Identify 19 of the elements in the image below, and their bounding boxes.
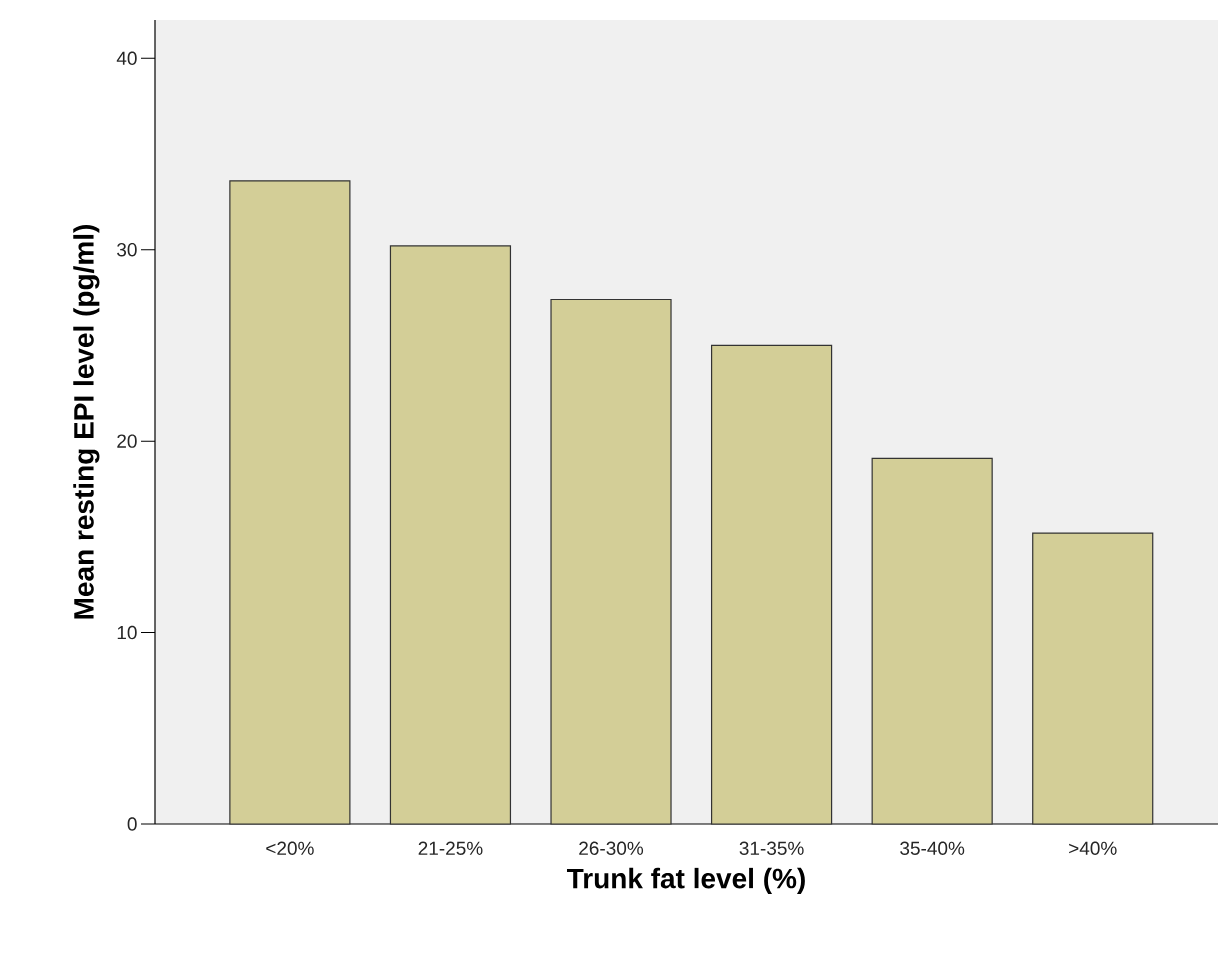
y-tick-label: 10 <box>117 625 137 640</box>
bar <box>1032 532 1154 825</box>
x-tick-label: 31-35% <box>739 841 804 855</box>
x-axis-title: Trunk fat level (%) <box>566 867 805 894</box>
bar <box>229 180 351 825</box>
x-tick-label: 26-30% <box>579 841 644 855</box>
y-tick-label: 30 <box>117 242 137 257</box>
y-tick-label: 20 <box>117 434 137 448</box>
y-tick-label: 40 <box>116 51 137 66</box>
x-tick-label: <20% <box>266 841 314 855</box>
bar <box>871 457 993 825</box>
bar <box>710 344 833 825</box>
x-tick-label: >40% <box>1069 841 1117 855</box>
x-tick-label: 35-40% <box>900 841 965 855</box>
bar <box>550 298 672 825</box>
x-tick-label: 21-25% <box>418 841 483 855</box>
y-tick-label: 0 <box>127 817 137 831</box>
y-axis-title: Mean resting EPI level (pg/ml) <box>73 225 100 619</box>
bar <box>389 245 512 825</box>
